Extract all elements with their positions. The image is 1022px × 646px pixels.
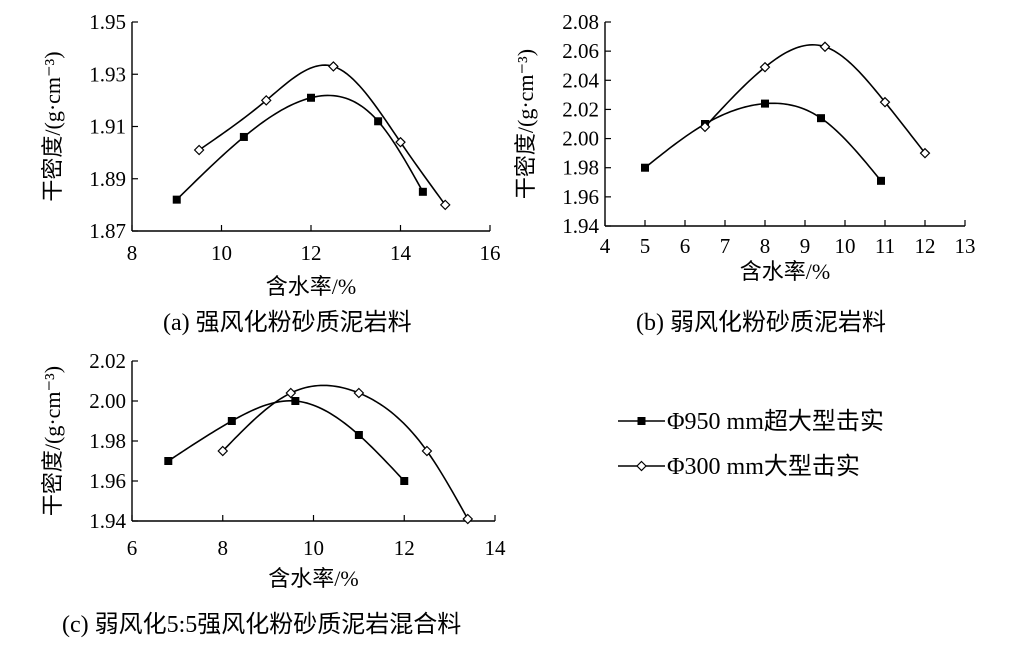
data-point-diamond bbox=[879, 96, 891, 108]
panel-caption: (a) 强风化粉砂质泥岩料 bbox=[163, 309, 412, 336]
x-tick-label: 8 bbox=[760, 234, 771, 258]
y-axis-label: 干密度/(g·cm⁻³) bbox=[40, 366, 65, 516]
series-line-square bbox=[167, 399, 405, 482]
y-tick-label: 1.96 bbox=[89, 469, 126, 493]
panel-caption: (c) 弱风化5:5强风化粉砂质泥岩混合料 bbox=[62, 611, 461, 638]
data-point-diamond bbox=[759, 61, 771, 73]
x-tick-label: 10 bbox=[835, 234, 856, 258]
x-tick-label: 4 bbox=[600, 234, 611, 258]
data-point-square bbox=[817, 114, 825, 123]
legend-label-diamond: Φ300 mm大型击实 bbox=[667, 453, 860, 480]
data-point-diamond bbox=[462, 513, 474, 525]
data-point-diamond bbox=[260, 95, 272, 106]
data-point-square bbox=[291, 397, 300, 405]
x-tick-label: 10 bbox=[303, 536, 324, 560]
y-tick-label: 2.02 bbox=[562, 97, 599, 121]
data-point-square bbox=[239, 132, 248, 141]
x-tick-label: 12 bbox=[394, 536, 415, 560]
y-tick-label: 1.89 bbox=[89, 167, 126, 191]
data-point-diamond bbox=[353, 387, 365, 399]
y-axis-label: 干密度/(g·cm⁻³) bbox=[40, 51, 65, 201]
data-point-diamond bbox=[421, 445, 433, 457]
data-point-square bbox=[877, 176, 885, 185]
data-point-square bbox=[354, 431, 363, 439]
y-tick-label: 2.00 bbox=[89, 389, 126, 413]
x-axis-label: 含水率/% bbox=[740, 259, 830, 284]
y-tick-label: 1.91 bbox=[89, 115, 126, 139]
legend: Φ950 mm超大型击实 Φ300 mm大型击实 bbox=[618, 408, 884, 480]
x-tick-label: 8 bbox=[218, 536, 229, 560]
y-tick-label: 2.00 bbox=[562, 127, 599, 151]
data-point-diamond bbox=[193, 144, 205, 156]
data-point-diamond bbox=[919, 147, 931, 159]
x-tick-label: 6 bbox=[127, 536, 138, 560]
x-tick-label: 12 bbox=[301, 241, 322, 265]
y-tick-label: 1.95 bbox=[89, 10, 126, 34]
y-tick-label: 1.98 bbox=[562, 156, 599, 180]
y-axis-label: 干密度/(g·cm⁻³) bbox=[513, 49, 538, 199]
series-line-diamond bbox=[198, 64, 446, 206]
x-tick-label: 14 bbox=[390, 241, 412, 265]
data-point-diamond bbox=[217, 445, 229, 457]
series-line-diamond bbox=[704, 44, 926, 154]
data-point-square bbox=[307, 93, 315, 102]
chart-panel-a: 8 10 12 14 16 1.87 1.89 1.91 1.93 1.95 含水率/% 干密度/(g… bbox=[40, 10, 501, 336]
data-point-square bbox=[227, 417, 236, 425]
data-point-diamond bbox=[328, 61, 339, 72]
chart-panel-b: 4 5 6 7 8 9 10 11 12 13 1.94 1.96 1.98 2.00 2.02 2.04 2.… bbox=[513, 10, 976, 336]
data-point-square bbox=[418, 187, 427, 196]
y-tick-label: 1.87 bbox=[89, 219, 126, 243]
x-tick-label: 16 bbox=[480, 241, 501, 265]
data-point-diamond bbox=[439, 199, 451, 211]
y-tick-label: 2.08 bbox=[562, 10, 599, 34]
series-line-square bbox=[176, 94, 424, 201]
data-point-diamond bbox=[285, 387, 297, 399]
data-point-diamond bbox=[699, 121, 711, 133]
x-tick-label: 12 bbox=[915, 234, 936, 258]
legend-diamond-marker bbox=[636, 460, 647, 472]
y-tick-label: 1.93 bbox=[89, 62, 126, 86]
legend-label-square: Φ950 mm超大型击实 bbox=[667, 408, 884, 435]
x-tick-label: 11 bbox=[875, 234, 895, 258]
x-tick-label: 13 bbox=[955, 234, 976, 258]
data-point-diamond bbox=[819, 41, 831, 53]
x-tick-label: 9 bbox=[800, 234, 811, 258]
y-tick-label: 2.02 bbox=[89, 349, 126, 373]
y-tick-label: 1.98 bbox=[89, 429, 126, 453]
x-axis-label: 含水率/% bbox=[266, 274, 356, 299]
y-tick-label: 1.94 bbox=[562, 214, 599, 238]
x-tick-label: 8 bbox=[127, 241, 138, 265]
series-line-square bbox=[644, 102, 882, 182]
data-point-diamond bbox=[395, 136, 406, 148]
data-point-square bbox=[641, 163, 649, 172]
x-tick-label: 14 bbox=[485, 536, 507, 560]
x-axis-label: 含水率/% bbox=[268, 566, 358, 591]
y-tick-label: 1.96 bbox=[562, 185, 599, 209]
data-point-square bbox=[164, 457, 173, 465]
legend-square-marker bbox=[637, 417, 646, 425]
data-point-square bbox=[374, 117, 383, 126]
data-point-square bbox=[761, 99, 769, 108]
x-tick-label: 7 bbox=[720, 234, 731, 258]
x-tick-label: 10 bbox=[211, 241, 232, 265]
x-tick-label: 5 bbox=[640, 234, 651, 258]
panel-caption: (b) 弱风化粉砂质泥岩料 bbox=[636, 309, 886, 336]
y-tick-label: 1.94 bbox=[89, 509, 126, 533]
y-tick-label: 2.06 bbox=[562, 39, 599, 63]
y-tick-label: 2.04 bbox=[562, 68, 599, 92]
x-tick-label: 6 bbox=[680, 234, 691, 258]
data-point-square bbox=[172, 195, 181, 204]
data-point-square bbox=[400, 477, 409, 485]
chart-panel-c: 6 8 10 12 14 1.94 1.96 1.98 2.00 2.02 含水率/% 干密度/(g·… bbox=[40, 349, 506, 638]
